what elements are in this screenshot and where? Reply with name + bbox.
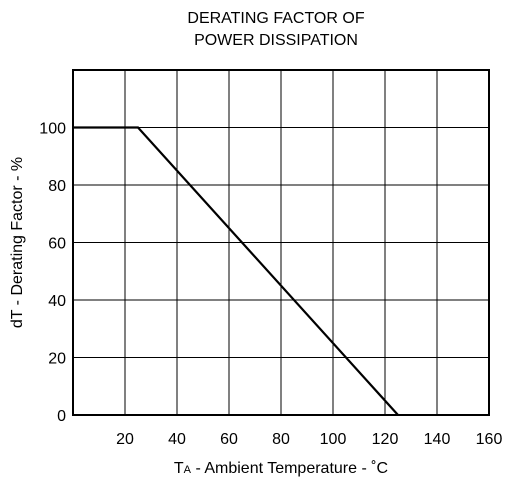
x-tick-label: 40	[168, 431, 186, 448]
y-tick-label: 40	[48, 293, 66, 310]
series-group	[73, 126, 399, 416]
chart-title: DERATING FACTOR OF POWER DISSIPATION	[187, 10, 364, 49]
derating-line	[73, 126, 399, 416]
x-axis-label: TA - Ambient Temperature - ˚C	[174, 460, 388, 477]
x-tick-labels: 20 40 60 80 100 120 140 160	[116, 431, 502, 448]
x-label-prefix: T	[174, 460, 184, 477]
chart-title-line: DERATING FACTOR OF	[187, 10, 364, 27]
x-tick-label: 160	[476, 431, 503, 448]
y-tick-labels: 0 20 40 60 80 100	[39, 121, 66, 426]
chart-title-line: POWER DISSIPATION	[194, 32, 358, 49]
y-tick-label: 80	[48, 178, 66, 195]
x-label-subscript: A	[184, 464, 192, 476]
plot-frame	[72, 69, 490, 416]
x-tick-label: 80	[272, 431, 290, 448]
x-tick-label: 20	[116, 431, 134, 448]
grid	[72, 69, 490, 416]
y-tick-label: 0	[57, 408, 66, 425]
y-tick-label: 100	[39, 121, 66, 138]
x-tick-label: 120	[372, 431, 399, 448]
x-tick-label: 140	[424, 431, 451, 448]
y-tick-label: 60	[48, 236, 66, 253]
x-tick-label: 100	[320, 431, 347, 448]
x-tick-label: 60	[220, 431, 238, 448]
y-tick-label: 20	[48, 351, 66, 368]
y-axis-label: dT - Derating Factor - %	[9, 157, 26, 328]
x-label-rest: - Ambient Temperature - ˚C	[191, 460, 388, 477]
